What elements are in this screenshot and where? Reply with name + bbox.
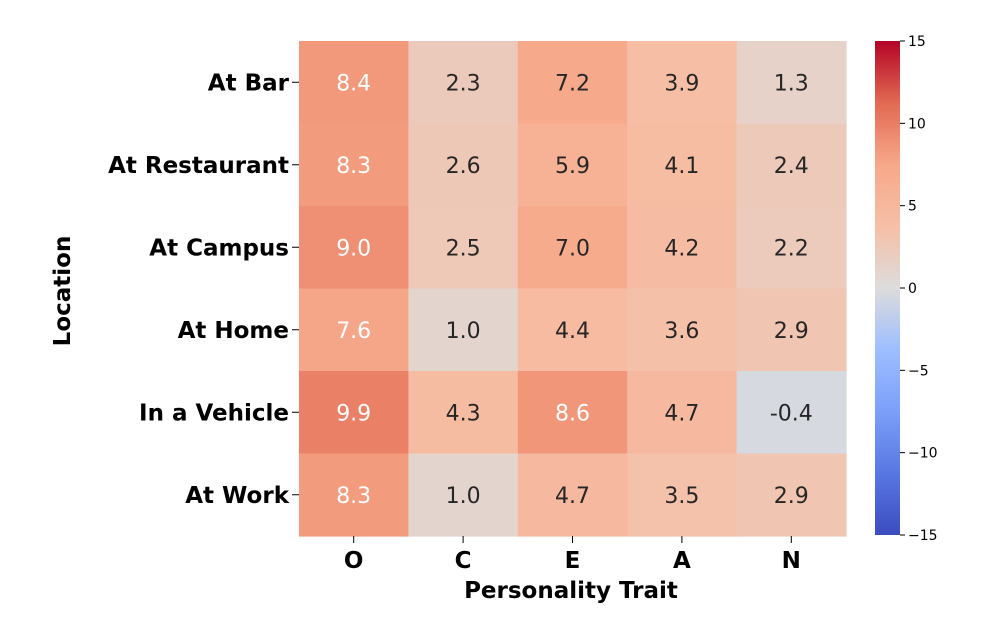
cell-value-label: 2.5: [446, 236, 481, 261]
cell-value-label: 8.3: [336, 484, 371, 509]
cell-value-label: 2.4: [774, 154, 809, 179]
heatmap-cell: [408, 206, 519, 290]
heatmap-cell: [627, 41, 738, 125]
colorbar-tick-label: 10: [908, 116, 926, 132]
heatmap-cell: [627, 123, 738, 207]
cell-value-label: 8.4: [336, 71, 371, 96]
heatmap-cell: [408, 123, 519, 207]
heatmap-cell: [736, 453, 847, 537]
heatmap-cell: [408, 41, 519, 125]
cell-value-label: 4.4: [555, 319, 590, 344]
y-tick-label: At Home: [178, 318, 289, 344]
x-tick-label: E: [565, 548, 581, 574]
heatmap-cell: [517, 371, 628, 455]
cell-value-label: 7.6: [336, 319, 371, 344]
cell-value-label: 4.3: [446, 401, 481, 426]
heatmap-cell: [299, 41, 409, 125]
heatmap-cell: [627, 288, 738, 372]
heatmap-cell: [736, 371, 847, 455]
cell-value-label: 3.5: [664, 484, 699, 509]
heatmap-cell: [736, 288, 847, 372]
heatmap-cell: [517, 123, 628, 207]
colorbar: 15 10 5 0 −5 −10 −15: [875, 34, 938, 544]
cell-value-label: 2.3: [446, 71, 481, 96]
heatmap-cell: [627, 371, 738, 455]
cell-value-label: 1.0: [446, 319, 481, 344]
heatmap-cell: [627, 453, 738, 537]
colorbar-tick-label: −15: [908, 528, 938, 544]
heatmap-cell: [736, 41, 847, 125]
cell-value-label: 4.7: [664, 401, 699, 426]
heatmap-cell: [408, 288, 519, 372]
heatmap-cell: [299, 206, 409, 290]
axis-ticks: At Bar At Restaurant At Campus At Home In a …: [108, 70, 801, 574]
colorbar-tick-label: −10: [908, 446, 938, 462]
heatmap-cell: [517, 206, 628, 290]
heatmap-cell: [408, 371, 519, 455]
heatmap-cell: [408, 453, 519, 537]
heatmap-cells: 8.4 2.3 7.2 3.9 1.3 8.3 2.6 5.9 4.1 2.4 9.0 2.5 7.0 4…: [299, 41, 847, 537]
cell-value-label: 2.6: [446, 154, 481, 179]
cell-value-label: 4.1: [664, 154, 699, 179]
x-tick-label: O: [344, 548, 364, 574]
colorbar-tick-label: 0: [908, 281, 917, 297]
cell-value-label: 7.2: [555, 71, 590, 96]
cell-value-label: 2.2: [774, 236, 809, 261]
cell-value-label: 7.0: [555, 236, 590, 261]
heatmap-cell: [517, 41, 628, 125]
cell-value-label: 5.9: [555, 154, 590, 179]
x-tick-label: N: [782, 548, 801, 574]
colorbar-tick-label: 5: [908, 199, 917, 215]
heatmap-cell: [627, 206, 738, 290]
heatmap-cell: [736, 206, 847, 290]
cell-value-label: 4.7: [555, 484, 590, 509]
x-tick-label: C: [455, 548, 472, 574]
heatmap-cell: [736, 123, 847, 207]
y-tick-label: At Campus: [149, 235, 289, 261]
heatmap-cell: [517, 288, 628, 372]
y-tick-label: At Bar: [208, 70, 290, 96]
x-tick-label: A: [673, 548, 691, 574]
y-axis-label: Location: [50, 236, 76, 347]
heatmap-cell: [299, 123, 409, 207]
cell-value-label: 9.9: [336, 401, 371, 426]
cell-value-label: 3.6: [664, 319, 699, 344]
y-tick-label: In a Vehicle: [139, 400, 289, 426]
heatmap-cell: [517, 453, 628, 537]
cell-value-label: 2.9: [774, 319, 809, 344]
colorbar-tick-label: −5: [908, 363, 929, 379]
cell-value-label: 8.3: [336, 154, 371, 179]
colorbar-gradient: [875, 41, 900, 535]
cell-value-label: 9.0: [336, 236, 371, 261]
cell-value-label: 2.9: [774, 484, 809, 509]
heatmap-cell: [299, 288, 409, 372]
colorbar-tick-label: 15: [908, 34, 926, 50]
cell-value-label: 1.3: [774, 71, 809, 96]
heatmap-cell: [299, 371, 409, 455]
cell-value-label: -0.4: [770, 401, 813, 426]
cell-value-label: 1.0: [446, 484, 481, 509]
heatmap-cell: [299, 453, 409, 537]
cell-value-label: 3.9: [664, 71, 699, 96]
cell-value-label: 4.2: [664, 236, 699, 261]
y-tick-label: At Work: [185, 483, 289, 509]
x-axis-label: Personality Trait: [464, 578, 678, 604]
y-tick-label: At Restaurant: [108, 153, 289, 179]
cell-value-label: 8.6: [555, 401, 590, 426]
